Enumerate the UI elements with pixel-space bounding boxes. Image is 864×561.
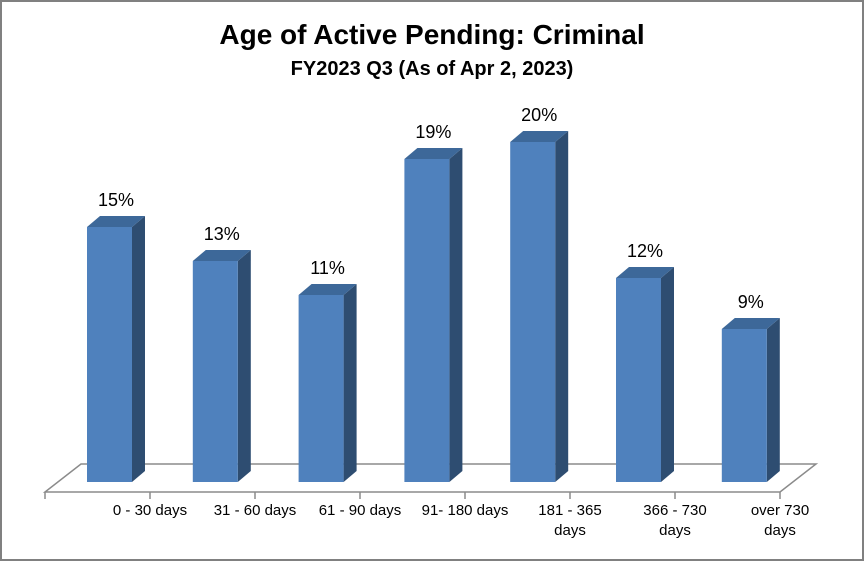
bar-top-face <box>87 216 145 227</box>
category-axis-label: 31 - 60 days <box>213 502 297 519</box>
bar-top-face <box>192 250 251 261</box>
bar-3 <box>298 284 357 482</box>
bar-value-label: 19% <box>415 122 452 142</box>
bar-value-label: 13% <box>203 224 240 244</box>
bar-1 <box>87 216 145 482</box>
bar-top-face <box>616 267 674 278</box>
bar-front-face <box>298 295 344 482</box>
category-axis-label: 61 - 90 days <box>318 502 402 519</box>
bar-7 <box>721 318 780 482</box>
bar-4 <box>404 148 463 482</box>
bar-front-face <box>87 227 132 482</box>
category-axis-label: over 730 days <box>750 502 810 539</box>
bar-value-label: 15% <box>97 190 135 210</box>
bar-side-face <box>449 148 463 482</box>
bar-side-face <box>661 267 674 482</box>
bar-side-face <box>555 131 569 482</box>
bar-2 <box>192 250 251 482</box>
bar-top-face <box>721 318 780 329</box>
bar-side-face <box>343 284 357 482</box>
category-axis-label: 181 - 365 days <box>538 502 602 539</box>
bar-value-label: 9% <box>737 292 764 312</box>
category-axis-label: 91- 180 days <box>421 502 509 519</box>
bar-front-face <box>404 159 450 482</box>
category-axis-label: 0 - 30 days <box>112 502 188 519</box>
bar-top-face <box>510 131 569 142</box>
bar-value-label: 20% <box>521 105 558 125</box>
bar-value-label: 11% <box>310 258 345 278</box>
bar-front-face <box>510 142 556 482</box>
bar-5 <box>510 131 569 482</box>
chart-subtitle: FY2023 Q3 (As of Apr 2, 2023) <box>290 58 574 80</box>
bar-side-face <box>766 318 780 482</box>
bar-top-face <box>404 148 463 159</box>
bar-6 <box>616 267 674 482</box>
bar-top-face <box>298 284 357 295</box>
bar-front-face <box>616 278 661 482</box>
bar-front-face <box>192 261 238 482</box>
category-axis-label: 366 - 730 days <box>643 502 707 539</box>
bar-front-face <box>721 329 767 482</box>
bar-side-face <box>132 216 145 482</box>
bar-side-face <box>237 250 251 482</box>
bar-value-label: 12% <box>626 241 664 261</box>
chart-title: Age of Active Pending: Criminal <box>219 19 645 50</box>
